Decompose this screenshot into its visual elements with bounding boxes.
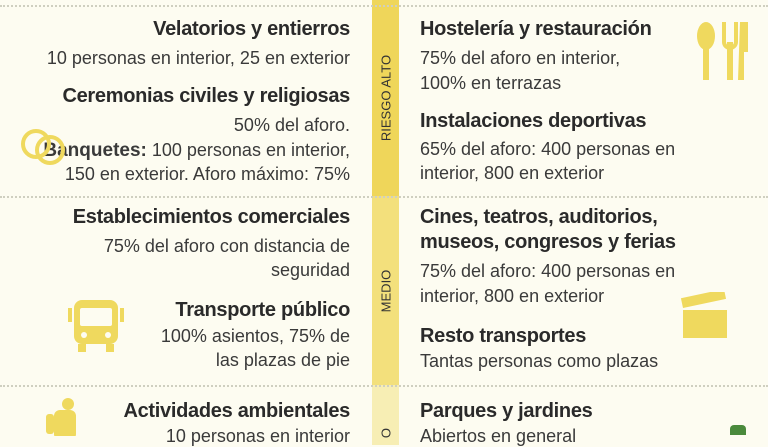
cutlery-icon bbox=[697, 22, 748, 80]
resto-title: Resto transportes bbox=[420, 325, 587, 347]
risk-band-low: O bbox=[372, 385, 399, 445]
velatorios-title: Velatorios y entierros bbox=[153, 18, 350, 40]
deportivas-text: interior, 800 en exterior bbox=[420, 163, 605, 183]
banquetes-line2: 150 en exterior. Aforo máximo: 75% bbox=[64, 164, 350, 184]
transporte-text: 100% asientos, 75% de bbox=[160, 326, 350, 346]
cines-title: Cines, teatros, auditorios, bbox=[420, 206, 658, 228]
risk-band-medium: MEDIO bbox=[372, 196, 399, 385]
ambientales-text: 10 personas en interior bbox=[165, 426, 350, 446]
banquetes-text: 100 personas en interior, bbox=[146, 140, 350, 160]
banquetes-line1: Banquetes: 100 personas en interior, bbox=[43, 140, 350, 162]
divider bbox=[0, 196, 768, 198]
deportivas-title: Instalaciones deportivas bbox=[420, 110, 647, 132]
ceremonias-title: Ceremonias civiles y religiosas bbox=[62, 85, 350, 107]
banquetes-title: Banquetes: bbox=[43, 140, 147, 161]
band-label: RIESGO ALTO bbox=[378, 54, 393, 142]
hosteleria-text: 100% en terrazas bbox=[420, 73, 562, 93]
band-label: MEDIO bbox=[378, 269, 393, 312]
clapperboard-icon bbox=[680, 292, 727, 338]
cines-text: 75% del aforo: 400 personas en bbox=[420, 261, 676, 281]
band-label: O bbox=[378, 427, 393, 439]
hiker-icon bbox=[46, 398, 76, 436]
parques-text: Abiertos en general bbox=[420, 426, 577, 446]
hosteleria-text: 75% del aforo en interior, bbox=[420, 48, 621, 68]
deportivas-text: 65% del aforo: 400 personas en bbox=[420, 139, 676, 159]
bus-icon bbox=[68, 300, 124, 352]
parques-title: Parques y jardines bbox=[420, 400, 593, 422]
risk-band-high: RIESGO ALTO bbox=[372, 0, 399, 196]
divider bbox=[0, 385, 768, 387]
divider bbox=[0, 5, 768, 7]
ceremonias-text: 50% del aforo. bbox=[233, 115, 350, 135]
comercios-text: 75% del aforo con distancia de bbox=[103, 236, 350, 256]
comercios-text: seguridad bbox=[270, 260, 350, 280]
cines-text: interior, 800 en exterior bbox=[420, 286, 605, 306]
velatorios-text: 10 personas en interior, 25 en exterior bbox=[46, 48, 350, 68]
tree-icon bbox=[730, 425, 746, 435]
ambientales-title: Actividades ambientales bbox=[123, 400, 350, 422]
comercios-title: Establecimientos comerciales bbox=[72, 206, 351, 228]
transporte-text: las plazas de pie bbox=[215, 350, 350, 370]
cines-title: museos, congresos y ferias bbox=[420, 231, 676, 253]
hosteleria-title: Hostelería y restauración bbox=[420, 18, 652, 40]
resto-text: Tantas personas como plazas bbox=[420, 351, 659, 371]
transporte-title: Transporte público bbox=[175, 299, 350, 321]
rings-icon bbox=[21, 129, 65, 165]
